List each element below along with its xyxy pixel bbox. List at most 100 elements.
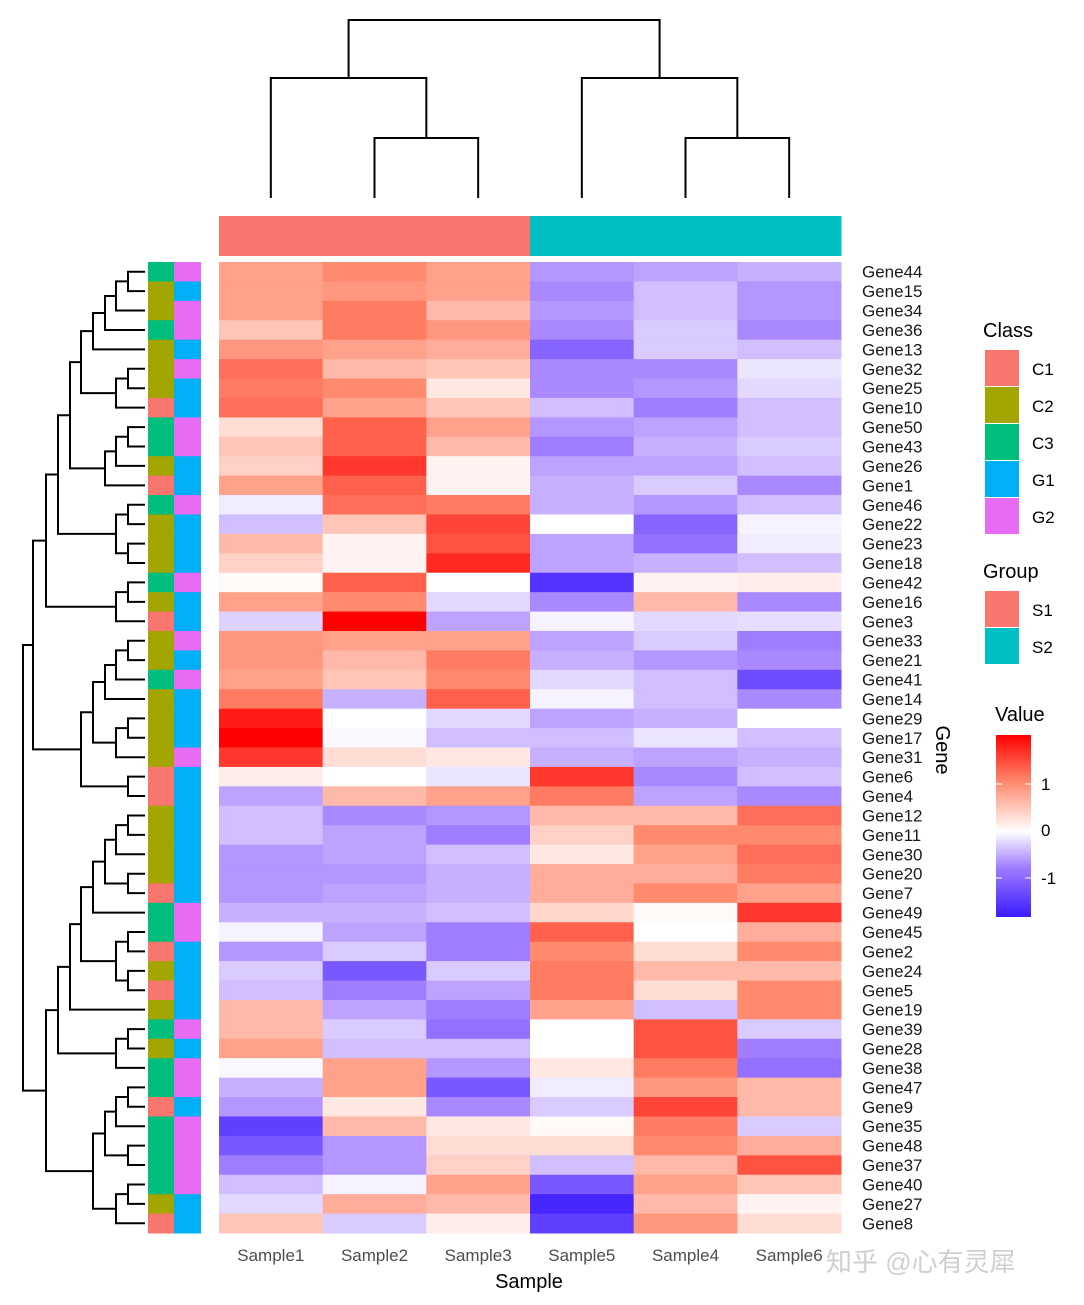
row-group-cell (174, 669, 201, 690)
legend-class-label: C3 (1032, 434, 1054, 453)
heatmap-cell (530, 669, 635, 690)
y-axis-title: Gene (931, 726, 953, 775)
heatmap-cell (633, 572, 738, 593)
heatmap-cell (530, 533, 635, 554)
heatmap-cell (530, 999, 635, 1020)
heatmap-cell (737, 864, 842, 884)
heatmap-cell (322, 320, 427, 341)
row-group-cell (174, 417, 201, 438)
heatmap-cell (530, 747, 635, 768)
heatmap-cell (219, 436, 324, 457)
heatmap-cell (633, 436, 738, 457)
row-class-cell (148, 611, 174, 632)
heatmap-cell (633, 689, 738, 710)
heatmap-cell (322, 1135, 427, 1156)
heatmap-cell (322, 1038, 427, 1059)
heatmap-cell (530, 883, 635, 904)
heatmap-cell (219, 1058, 324, 1079)
gene-label: Gene16 (862, 593, 923, 612)
column-group-cell (219, 216, 324, 256)
heatmap-cell (530, 1135, 635, 1156)
heatmap-cell (426, 689, 531, 710)
row-group-cell (174, 1194, 201, 1215)
heatmap-cell (426, 1058, 531, 1079)
heatmap-cell (219, 786, 324, 807)
row-group-cell (174, 1077, 201, 1098)
dendrogram-branch (127, 969, 145, 992)
heatmap-cell (322, 669, 427, 690)
gene-label: Gene44 (862, 263, 923, 282)
heatmap-cell (737, 630, 842, 651)
row-class-cell (148, 1077, 174, 1098)
heatmap-cell (633, 456, 738, 477)
colorbar-tick-label: -1 (1041, 869, 1056, 888)
heatmap-cell (322, 786, 427, 807)
heatmap-cell (737, 592, 842, 613)
heatmap-cell (633, 475, 738, 496)
heatmap-cell (633, 630, 738, 651)
gene-label: Gene43 (862, 437, 923, 456)
gene-label: Gene37 (862, 1156, 923, 1175)
dendrogram-branch (127, 717, 145, 739)
heatmap-cell (737, 941, 842, 962)
legend-value: Value 1 0 -1 (995, 704, 1056, 917)
row-group-cell (174, 592, 201, 613)
row-group-cell (174, 1174, 201, 1195)
heatmap-cell (219, 999, 324, 1020)
heatmap-cell (530, 805, 635, 826)
row-class-cell (148, 417, 174, 438)
row-group-cell (174, 747, 201, 768)
sample-labels: Sample1 Sample2 Sample3 Sample5 Sample4 Sampl… (237, 1246, 822, 1265)
row-group-cell (174, 1135, 201, 1156)
row-class-cell (148, 514, 174, 535)
heatmap-cell (426, 592, 531, 613)
heatmap-cell (322, 1194, 427, 1215)
heatmap-cell (426, 1213, 531, 1234)
heatmap-cell (219, 553, 324, 574)
heatmap-cell (426, 1135, 531, 1156)
row-group-cell (174, 475, 201, 496)
dendrogram-branch (115, 1193, 145, 1225)
heatmap-cell (633, 1155, 738, 1176)
heatmap-cell (633, 1097, 738, 1117)
heatmap-cell (737, 650, 842, 671)
heatmap-cell (737, 902, 842, 923)
heatmap-cell (322, 805, 427, 826)
row-group-cell (174, 1155, 201, 1176)
heatmap-cell (633, 1077, 738, 1098)
heatmap-cell (322, 1116, 427, 1137)
row-group-cell (174, 1213, 201, 1234)
heatmap-cell (530, 1213, 635, 1234)
heatmap-cell (530, 630, 635, 651)
heatmap-cell (530, 650, 635, 671)
heatmap-cell (322, 1097, 427, 1117)
heatmap-cell (530, 786, 635, 807)
heatmap-cell (737, 1058, 842, 1079)
column-group-annotation (219, 216, 842, 256)
heatmap-cell (530, 1116, 635, 1137)
gene-label: Gene26 (862, 457, 923, 476)
heatmap-cell (633, 320, 738, 341)
heatmap-cell (322, 281, 427, 302)
heatmap-cell (530, 864, 635, 884)
row-class-cell (148, 359, 174, 380)
dendrogram-branch (127, 1144, 145, 1167)
row-class-cell (148, 650, 174, 671)
row-class-cell (148, 339, 174, 360)
heatmap-cell (737, 1019, 842, 1040)
heatmap-cell (426, 766, 531, 787)
heatmap-cell (219, 669, 324, 690)
legend-class-label: C1 (1032, 360, 1054, 379)
heatmap-cell (633, 514, 738, 535)
heatmap-cell (737, 1077, 842, 1098)
heatmap-cell (322, 456, 427, 477)
heatmap-cell (426, 397, 531, 418)
dendrogram-branch (92, 311, 145, 351)
heatmap-cell (219, 941, 324, 962)
heatmap-cell (633, 533, 738, 554)
dendrogram-branch (373, 137, 480, 198)
column-group-cell (737, 216, 842, 256)
dendrogram-branch (115, 649, 145, 681)
heatmap-cell (530, 980, 635, 1001)
heatmap-cell (737, 1097, 842, 1117)
